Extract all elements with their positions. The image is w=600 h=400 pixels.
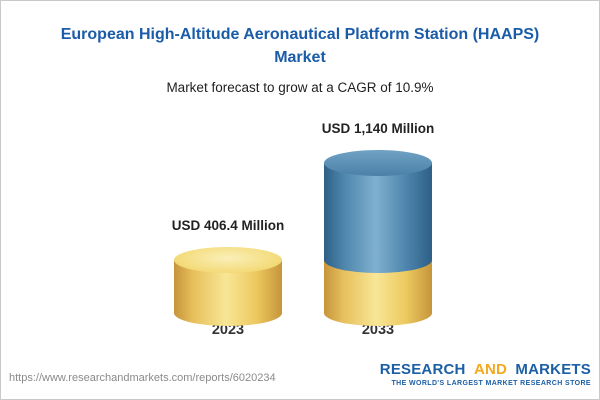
bar-2033-bottom-cap [324, 300, 432, 326]
x-axis-label-2023: 2023 [211, 322, 245, 338]
bar-2023 [174, 247, 282, 326]
research-and-markets-logo: RESEARCH AND MARKETS THE WORLD'S LARGEST… [380, 361, 591, 387]
x-axis-label-2033: 2033 [361, 322, 395, 338]
logo-word-research: RESEARCH [379, 361, 466, 378]
logo-tagline: THE WORLD'S LARGEST MARKET RESEARCH STOR… [391, 380, 591, 387]
bar-2033-top-cap [324, 150, 432, 176]
bar-2023-top-cap [174, 247, 282, 273]
bar-2033-growth-body [324, 163, 432, 260]
bar-2023-bottom-cap [174, 300, 282, 326]
bar-2033-growth-segment [324, 150, 432, 273]
report-url: https://www.researchandmarkets.com/repor… [9, 372, 276, 384]
logo-word-markets: MARKETS [515, 361, 591, 378]
logo-word-and: AND [473, 361, 508, 378]
bar-2033-value-label: USD 1,140 Million [321, 121, 435, 136]
chart-title-line2: Market [274, 49, 326, 66]
chart-subtitle: Market forecast to grow at a CAGR of 10.… [166, 80, 434, 95]
chart-title-line1: European High-Altitude Aeronautical Plat… [60, 26, 540, 43]
chart-title: European High-Altitude Aeronautical Plat… [21, 23, 579, 69]
bar-2023-value-label: USD 406.4 Million [171, 218, 285, 233]
logo-wordmark: RESEARCH AND MARKETS [380, 361, 591, 378]
bar-2033 [324, 150, 432, 326]
bar-2033-growth-bottom-cap [324, 247, 432, 273]
